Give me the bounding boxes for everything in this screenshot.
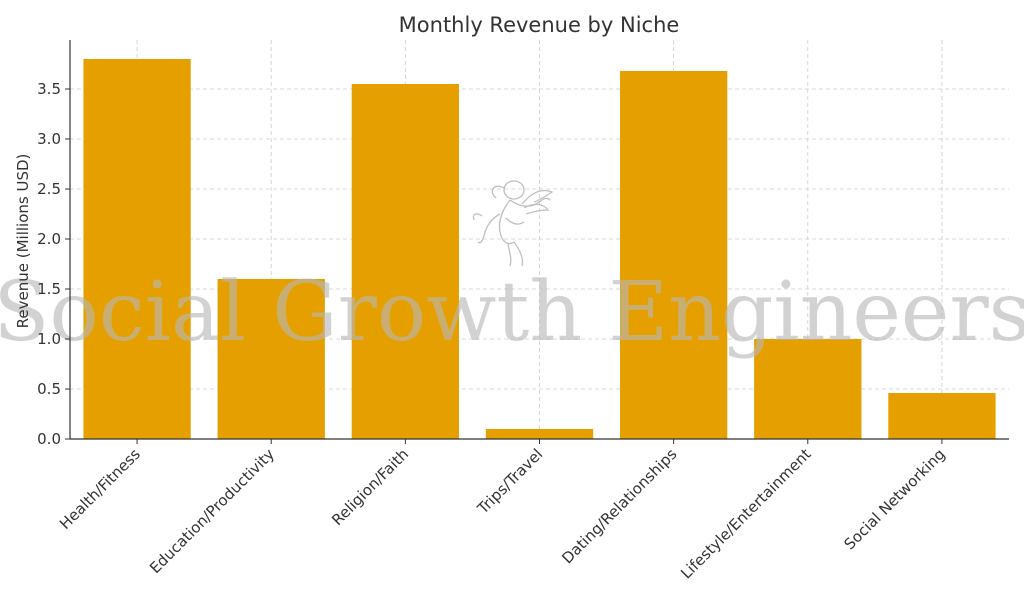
bar-1 [217,279,325,439]
bar-0 [83,59,191,439]
x-tick-label: Trips/Travel [473,445,546,518]
y-tick-label: 3.0 [37,130,61,148]
chart-title: Monthly Revenue by Niche [399,13,680,37]
y-tick-label: 0.0 [37,430,61,448]
y-axis-title: Revenue (Millions USD) [14,154,32,329]
bar-5 [754,339,862,439]
x-tick-label: Lifestyle/Entertainment [677,445,814,582]
x-tick-label: Dating/Relationships [558,445,680,567]
y-tick-label: 1.5 [37,280,61,298]
x-axis-ticks: Health/Fitness Education/Productivity Reli… [56,439,949,582]
bar-2 [351,84,460,439]
bar-4 [619,71,728,439]
x-tick-label: Education/Productivity [146,445,278,577]
x-tick-label: Social Networking [841,445,949,553]
y-tick-label: 0.5 [37,380,61,398]
y-tick-label: 2.0 [37,230,61,248]
bars [83,59,996,439]
watermark: Social Growth Engineers [0,180,1024,360]
cherub-logo-icon [472,180,554,267]
y-tick-label: 3.5 [37,80,61,98]
y-tick-label: 2.5 [37,180,61,198]
watermark-text: Social Growth Engineers [0,265,1024,360]
y-axis-ticks: 0.0 0.5 1.0 1.5 2.0 2.5 3.0 3.5 [37,80,70,448]
bar-6 [888,393,996,439]
grid-lines [70,40,1009,440]
x-tick-label: Health/Fitness [56,445,144,533]
bar-3 [485,429,594,439]
y-tick-label: 1.0 [37,330,61,348]
x-tick-label: Religion/Faith [328,445,412,529]
